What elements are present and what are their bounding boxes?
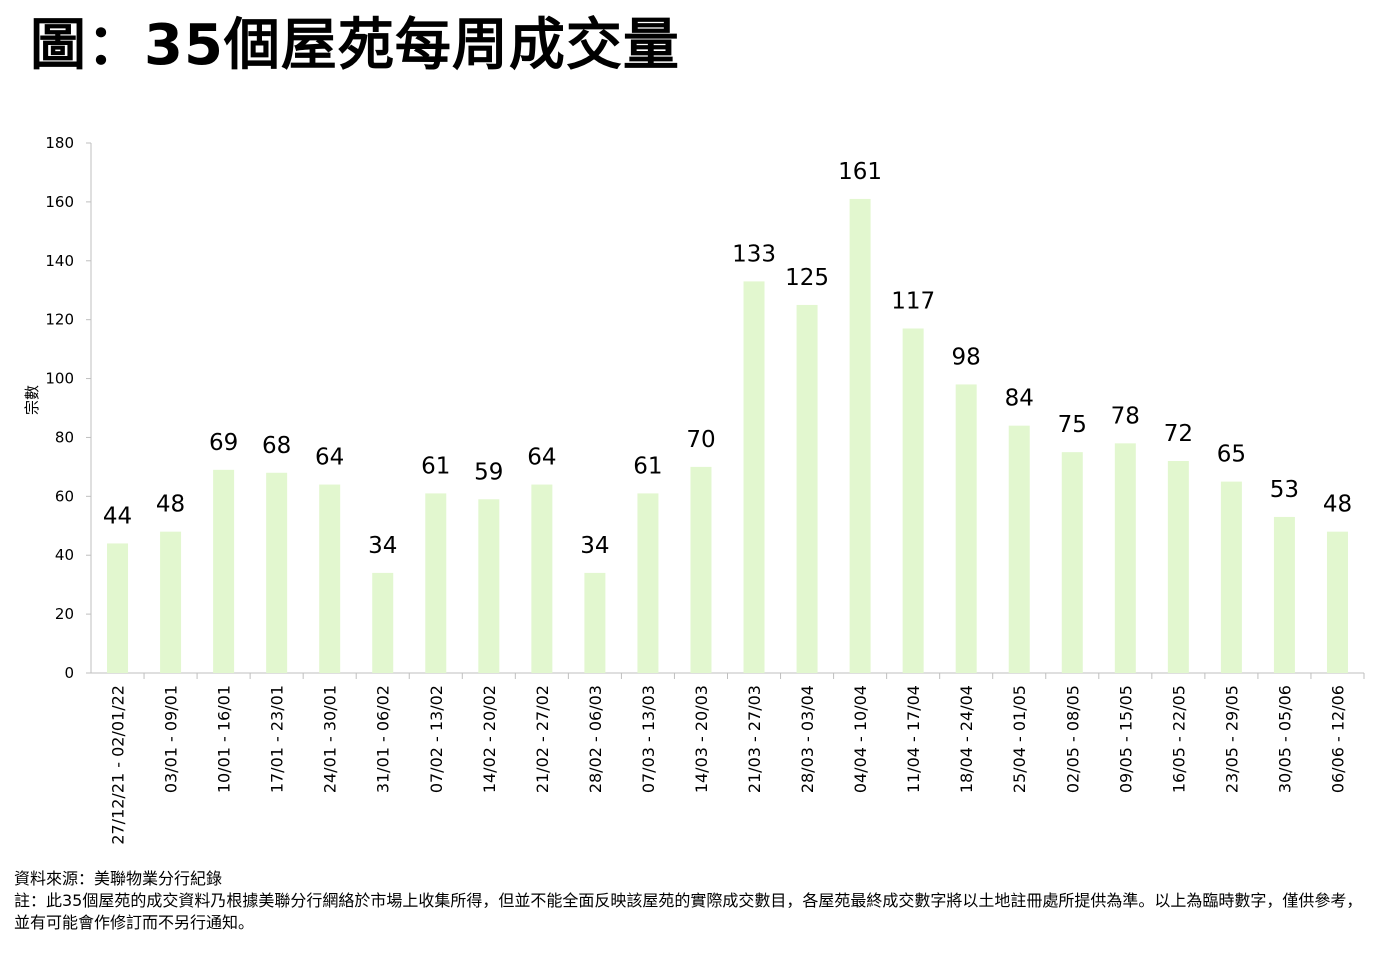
x-tick-label: 02/05 - 08/05 bbox=[1063, 685, 1082, 793]
data-label: 133 bbox=[732, 241, 776, 267]
bar bbox=[531, 484, 553, 673]
data-label: 84 bbox=[1005, 386, 1034, 412]
data-label: 68 bbox=[262, 433, 291, 459]
chart-bars bbox=[107, 198, 1348, 673]
y-tick-label: 180 bbox=[45, 134, 74, 152]
x-tick-label: 25/04 - 01/05 bbox=[1010, 685, 1029, 793]
y-tick-label: 40 bbox=[55, 546, 74, 564]
x-tick-label: 24/01 - 30/01 bbox=[321, 685, 340, 793]
footer: 資料來源：美聯物業分行紀錄 註：此35個屋苑的成交資料乃根據美聯分行網絡於市場上… bbox=[14, 868, 1369, 934]
data-label: 69 bbox=[209, 430, 238, 456]
bar bbox=[372, 572, 394, 673]
page-title: 圖：35個屋苑每周成交量 bbox=[30, 13, 680, 78]
bar bbox=[266, 472, 288, 673]
data-label: 44 bbox=[103, 503, 132, 529]
data-label: 61 bbox=[421, 453, 450, 479]
disclaimer-note: 註：此35個屋苑的成交資料乃根據美聯分行網絡於市場上收集所得，但並不能全面反映該… bbox=[14, 891, 1363, 932]
x-tick-label: 09/05 - 15/05 bbox=[1116, 685, 1135, 793]
data-label: 59 bbox=[474, 459, 503, 485]
bar bbox=[1220, 481, 1242, 673]
x-tick-label: 14/03 - 20/03 bbox=[692, 685, 711, 793]
data-label: 125 bbox=[785, 265, 829, 291]
x-tick-label: 10/01 - 16/01 bbox=[215, 685, 234, 793]
bar bbox=[425, 493, 447, 673]
data-label: 48 bbox=[156, 492, 185, 518]
bar bbox=[319, 484, 341, 673]
data-label: 34 bbox=[580, 533, 609, 559]
data-label: 48 bbox=[1323, 492, 1352, 518]
bar bbox=[849, 198, 871, 673]
y-tick-label: 0 bbox=[64, 664, 74, 682]
data-label: 61 bbox=[633, 453, 662, 479]
chart-data-labels: 44 48 69 68 64 34 61 59 64 34 61 70 133 125 161 117 98 84… bbox=[103, 159, 1352, 559]
x-tick-label: 07/03 - 13/03 bbox=[639, 685, 658, 793]
bar bbox=[690, 466, 712, 673]
y-tick-label: 140 bbox=[45, 252, 74, 270]
x-tick-label: 06/06 - 12/06 bbox=[1328, 685, 1347, 793]
bar bbox=[796, 304, 818, 673]
y-tick-label: 120 bbox=[45, 311, 74, 329]
x-tick-label: 30/05 - 05/06 bbox=[1275, 685, 1294, 793]
chart-axes bbox=[86, 142, 1365, 679]
bar bbox=[743, 281, 765, 673]
y-tick-label: 20 bbox=[55, 605, 74, 623]
data-label: 75 bbox=[1058, 412, 1087, 438]
x-tick-label: 21/02 - 27/02 bbox=[533, 685, 552, 793]
data-label: 78 bbox=[1111, 403, 1140, 429]
x-tick-label: 28/02 - 06/03 bbox=[586, 685, 605, 793]
x-tick-label: 03/01 - 09/01 bbox=[162, 685, 181, 793]
x-tick-label: 27/12/21 - 02/01/22 bbox=[109, 685, 128, 845]
bar bbox=[584, 572, 606, 673]
x-tick-label: 16/05 - 22/05 bbox=[1169, 685, 1188, 793]
x-tick-label: 18/04 - 24/04 bbox=[957, 685, 976, 793]
data-label: 65 bbox=[1217, 442, 1246, 468]
chart-x-ticks: 27/12/21 - 02/01/22 03/01 - 09/01 10/01 - … bbox=[109, 685, 1348, 845]
y-tick-label: 80 bbox=[55, 428, 74, 446]
bar bbox=[1273, 516, 1295, 673]
bar bbox=[1167, 461, 1189, 673]
bar bbox=[1326, 531, 1348, 673]
data-label: 64 bbox=[527, 445, 556, 471]
bar bbox=[160, 531, 182, 673]
x-tick-label: 07/02 - 13/02 bbox=[427, 685, 446, 793]
bar bbox=[955, 384, 977, 673]
chart-y-ticks: 0 20 40 60 80 100 120 140 160 180 bbox=[45, 134, 74, 682]
data-label: 53 bbox=[1270, 477, 1299, 503]
bar bbox=[1114, 443, 1136, 673]
x-tick-label: 21/03 - 27/03 bbox=[745, 685, 764, 793]
y-tick-label: 60 bbox=[55, 487, 74, 505]
bar bbox=[107, 543, 129, 673]
bar bbox=[1008, 425, 1030, 673]
data-label: 70 bbox=[686, 427, 715, 453]
bar bbox=[478, 499, 500, 673]
bar bbox=[902, 328, 924, 673]
bar bbox=[1061, 452, 1083, 673]
x-tick-label: 23/05 - 29/05 bbox=[1222, 685, 1241, 793]
y-tick-label: 100 bbox=[45, 370, 74, 388]
x-tick-label: 17/01 - 23/01 bbox=[268, 685, 287, 793]
x-tick-label: 14/02 - 20/02 bbox=[480, 685, 499, 793]
data-label: 117 bbox=[891, 289, 935, 315]
data-label: 72 bbox=[1164, 421, 1193, 447]
x-tick-label: 04/04 - 10/04 bbox=[851, 685, 870, 793]
x-tick-label: 28/03 - 03/04 bbox=[798, 685, 817, 793]
x-tick-label: 31/01 - 06/02 bbox=[374, 685, 393, 793]
y-axis-label: 宗數 bbox=[23, 385, 41, 415]
data-label: 64 bbox=[315, 445, 344, 471]
y-tick-label: 160 bbox=[45, 193, 74, 211]
source-note: 資料來源：美聯物業分行紀錄 bbox=[14, 869, 223, 888]
bar bbox=[637, 493, 659, 673]
x-tick-label: 11/04 - 17/04 bbox=[904, 685, 923, 793]
data-label: 98 bbox=[952, 344, 981, 370]
data-label: 161 bbox=[838, 159, 882, 185]
bar bbox=[213, 469, 235, 673]
data-label: 34 bbox=[368, 533, 397, 559]
